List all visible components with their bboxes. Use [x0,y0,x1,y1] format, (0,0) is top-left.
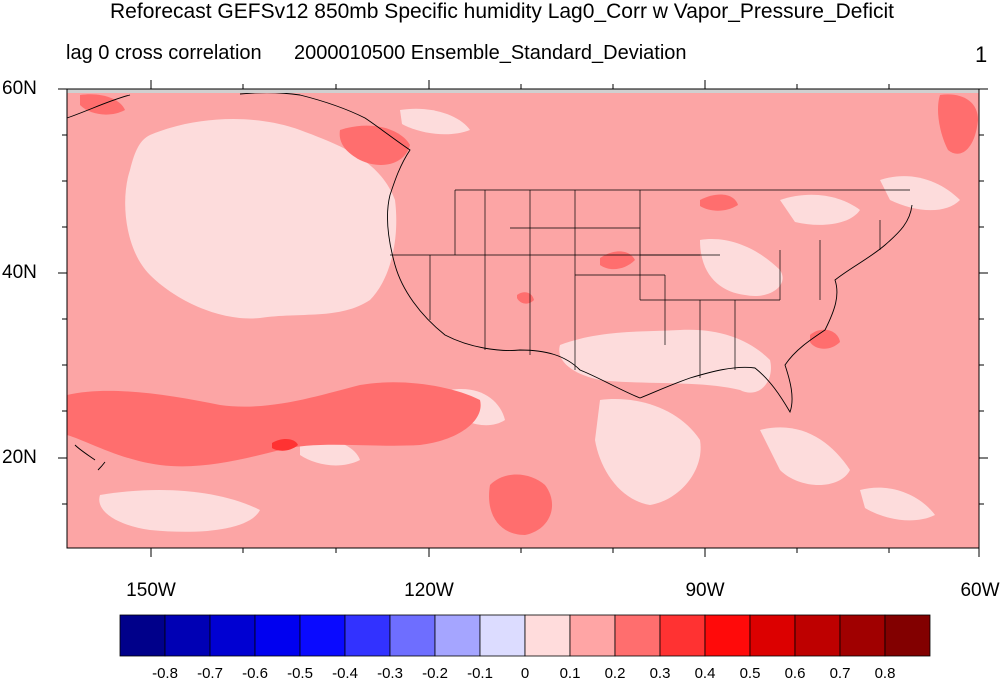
colorbar-tick-label: -0.5 [287,665,313,682]
colorbar-swatch [299,614,346,657]
colorbar-swatch [614,614,661,657]
coastlines [67,92,913,471]
colorbar-swatch [569,614,616,657]
colorbar-tick-label: 0.5 [739,665,761,682]
colorbar-swatch [884,614,931,657]
colorbar-tick-label: 0.7 [829,665,851,682]
medium-regions [67,94,978,535]
state-borders [390,189,910,378]
lat-label-20n: 20N [2,447,37,468]
lat-label-40n: 40N [2,262,37,283]
subtitle-left: lag 0 cross correlation [66,42,262,64]
lon-ticks [150,80,980,557]
colorbar-tick-label: -0.3 [377,665,403,682]
colorbar-swatch [389,614,436,657]
contour-field [67,89,979,548]
colorbar-tick-label: 0.3 [649,665,671,682]
colorbar-tick-label: 0 [520,665,530,682]
lon-label-150w: 150W [126,580,176,601]
subtitle-center: 2000010500 Ensemble_Standard_Deviation [294,42,687,64]
colorbar-swatch [479,614,526,657]
lon-label-90w: 90W [685,580,725,601]
colorbar-tick-label: 0.6 [784,665,806,682]
lat-label-60n: 60N [2,78,37,99]
map-title: Reforecast GEFSv12 850mb Specific humidi… [110,0,894,23]
colorbar [119,614,931,657]
colorbar-tick-label: -0.1 [467,665,493,682]
colorbar-swatch [209,614,256,657]
colorbar-tick-label: -0.2 [422,665,448,682]
colorbar-swatch [794,614,841,657]
colorbar-swatch [254,614,301,657]
lat-ticks [58,88,988,505]
colorbar-tick-label: -0.4 [332,665,358,682]
colorbar-tick-label: -0.7 [197,665,223,682]
colorbar-swatch [344,614,391,657]
light-regions [99,108,960,532]
colorbar-swatch [524,614,571,657]
edge-band [67,89,979,93]
subtitle-right: 1 [975,42,988,67]
colorbar-tick-label: 0.1 [559,665,581,682]
colorbar-swatch [659,614,706,657]
colorbar-swatch [434,614,481,657]
colorbar-tick-label: -0.8 [152,665,178,682]
lon-label-120w: 120W [404,580,454,601]
lon-label-60w: 60W [960,580,1000,601]
colorbar-swatch [749,614,796,657]
colorbar-swatch [164,614,211,657]
colorbar-tick-label: 0.8 [874,665,896,682]
colorbar-tick-label: 0.4 [694,665,716,682]
strong-regions [272,439,298,451]
colorbar-swatch [839,614,886,657]
colorbar-swatch [119,614,166,657]
colorbar-tick-label: 0.2 [604,665,626,682]
colorbar-tick-label: -0.6 [242,665,268,682]
colorbar-swatch [704,614,751,657]
